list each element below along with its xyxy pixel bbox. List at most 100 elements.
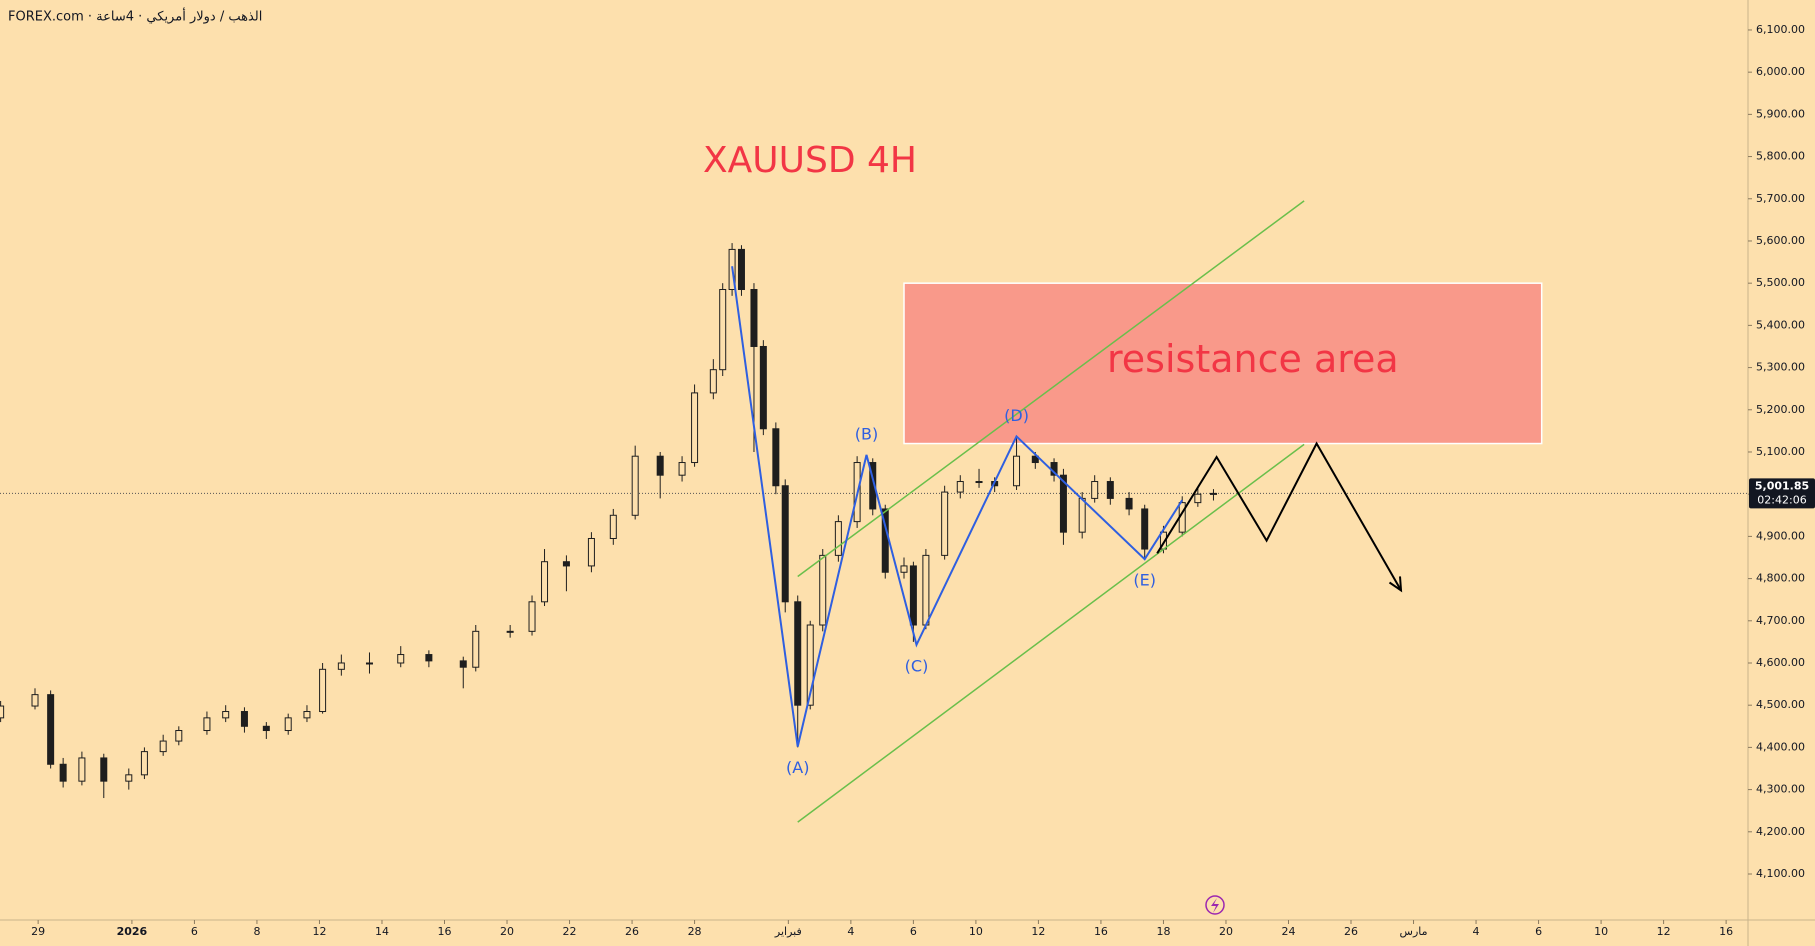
candle-body bbox=[506, 630, 514, 633]
y-tick-label: 4,400.00 bbox=[1756, 740, 1805, 753]
candle-body bbox=[759, 345, 767, 430]
candle-body bbox=[528, 601, 536, 632]
candle-body bbox=[678, 462, 686, 476]
candle-body bbox=[1059, 474, 1067, 533]
y-tick-label: 4,300.00 bbox=[1756, 783, 1805, 796]
candle-body bbox=[750, 289, 758, 347]
x-tick-label: 16 bbox=[1094, 925, 1108, 938]
candle-body bbox=[1091, 481, 1099, 499]
y-tick-label: 5,800.00 bbox=[1756, 150, 1805, 163]
candle-body bbox=[1209, 492, 1217, 495]
candle-body bbox=[175, 730, 183, 742]
x-tick-label: 24 bbox=[1281, 925, 1295, 938]
y-tick-label: 4,900.00 bbox=[1756, 529, 1805, 542]
projection-line bbox=[1156, 441, 1402, 591]
event-icon[interactable] bbox=[1205, 895, 1225, 915]
wave-label: (D) bbox=[1004, 406, 1029, 425]
chart-title: XAUUSD 4H bbox=[703, 140, 917, 181]
wave-line bbox=[731, 266, 1184, 747]
projection-arrowhead bbox=[1388, 576, 1403, 593]
y-tick-label: 5,700.00 bbox=[1756, 192, 1805, 205]
candle-body bbox=[587, 537, 595, 567]
candle-body bbox=[834, 521, 842, 556]
candle-body bbox=[47, 694, 55, 765]
candle-body bbox=[975, 481, 983, 484]
resistance-zone bbox=[903, 282, 1543, 445]
candle-body bbox=[737, 248, 745, 291]
candle-body bbox=[941, 491, 949, 556]
candle-body bbox=[125, 774, 133, 782]
x-tick-label: 28 bbox=[688, 925, 702, 938]
candle-body bbox=[365, 662, 373, 665]
last-price-box bbox=[1749, 478, 1815, 509]
x-tick-label: 12 bbox=[312, 925, 326, 938]
candle-body bbox=[319, 668, 327, 713]
candle-body bbox=[609, 514, 617, 539]
candle-body bbox=[956, 481, 964, 493]
candle-body bbox=[31, 694, 39, 707]
wave-label: (B) bbox=[855, 424, 878, 443]
x-tick-label: 4 bbox=[1473, 925, 1480, 938]
candle-body bbox=[459, 660, 467, 668]
x-tick-label: 2026 bbox=[117, 925, 148, 938]
y-tick-label: 5,100.00 bbox=[1756, 445, 1805, 458]
x-tick-label: 18 bbox=[1156, 925, 1170, 938]
wave-label: (C) bbox=[905, 656, 929, 675]
candle-body bbox=[656, 455, 664, 476]
candle-body bbox=[1194, 493, 1202, 504]
x-tick-label: 8 bbox=[253, 925, 260, 938]
candle-body bbox=[562, 561, 570, 567]
candle-body bbox=[240, 711, 248, 727]
x-tick-label: 12 bbox=[1657, 925, 1671, 938]
x-tick-label: 10 bbox=[969, 925, 983, 938]
candle-body bbox=[794, 601, 802, 706]
y-tick-label: 4,500.00 bbox=[1756, 698, 1805, 711]
y-tick-label: 5,400.00 bbox=[1756, 318, 1805, 331]
candle-body bbox=[1078, 497, 1086, 533]
y-tick-label: 5,200.00 bbox=[1756, 403, 1805, 416]
zone-label: resistance area bbox=[1107, 337, 1399, 381]
candle-body bbox=[159, 740, 167, 753]
y-tick-label: 5,900.00 bbox=[1756, 107, 1805, 120]
candle-body bbox=[262, 725, 270, 732]
candle-body bbox=[59, 763, 67, 782]
y-tick-label: 4,800.00 bbox=[1756, 572, 1805, 585]
x-tick-label: 6 bbox=[910, 925, 917, 938]
candle-body bbox=[1141, 508, 1149, 550]
candle-body bbox=[1031, 455, 1039, 464]
candle-body bbox=[781, 485, 789, 603]
candle-body bbox=[0, 705, 5, 719]
candle-body bbox=[100, 757, 108, 782]
x-tick-label: 20 bbox=[1219, 925, 1233, 938]
candle-body bbox=[909, 565, 917, 626]
x-tick-label: 14 bbox=[375, 925, 389, 938]
event-icon-bolt bbox=[1211, 898, 1219, 913]
candle-body bbox=[284, 717, 292, 732]
candle-body bbox=[222, 711, 230, 719]
candle-body bbox=[806, 624, 814, 706]
x-tick-label: 29 bbox=[31, 925, 45, 938]
wave-label: (E) bbox=[1133, 571, 1156, 590]
y-tick-label: 6,000.00 bbox=[1756, 65, 1805, 78]
candle-body bbox=[691, 392, 699, 464]
candle-body bbox=[1013, 455, 1021, 487]
y-tick-label: 4,600.00 bbox=[1756, 656, 1805, 669]
candle-body bbox=[631, 455, 639, 516]
candle-body bbox=[819, 554, 827, 626]
x-tick-label: 6 bbox=[1535, 925, 1542, 938]
candle-body bbox=[140, 751, 148, 776]
y-tick-label: 4,100.00 bbox=[1756, 867, 1805, 880]
x-tick-label: 4 bbox=[847, 925, 854, 938]
candle-body bbox=[900, 565, 908, 573]
candle-body bbox=[425, 654, 433, 662]
y-tick-label: 5,300.00 bbox=[1756, 361, 1805, 374]
x-tick-label: 20 bbox=[500, 925, 514, 938]
candle-body bbox=[772, 428, 780, 487]
channel-line bbox=[797, 443, 1305, 823]
x-tick-label: 26 bbox=[1344, 925, 1358, 938]
y-tick-label: 4,200.00 bbox=[1756, 825, 1805, 838]
x-tick-label: فبراير bbox=[774, 925, 802, 938]
candle-body bbox=[78, 757, 86, 782]
x-tick-label: 22 bbox=[563, 925, 577, 938]
